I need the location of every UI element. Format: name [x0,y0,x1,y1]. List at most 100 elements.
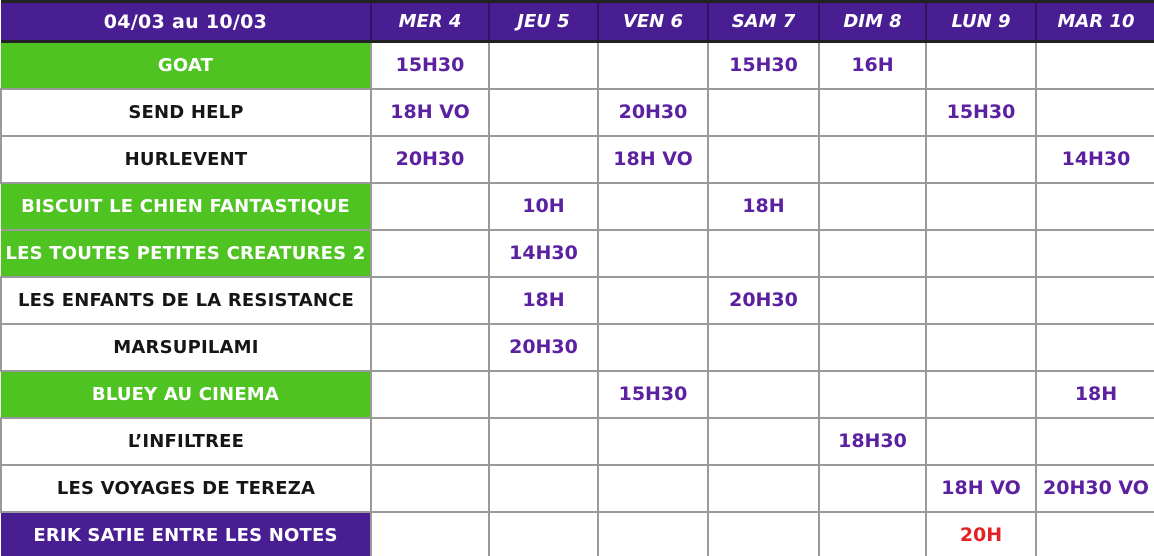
showtime-cell [597,275,709,325]
showtime-cell [597,181,709,231]
showtime-cell [488,416,599,466]
showtime-cell [707,134,820,184]
showtime-cell: 20H30 [707,275,820,325]
showtime-cell: 18H [488,275,599,325]
showtime-cell [925,40,1037,90]
showtime-cell [818,228,927,278]
showtime-cell: 15H30 [597,369,709,419]
showtime-cell [370,510,490,556]
movie-row: LES ENFANTS DE LA RESISTANCE 18H 20H30 [0,275,1154,325]
showtime-cell [370,369,490,419]
showtime-cell [818,87,927,137]
showtime-cell [818,275,927,325]
showtime-cell [1035,181,1154,231]
showtime-cell [707,87,820,137]
showtime-cell: 20H30 [488,322,599,372]
schedule-body: GOAT 15H30 15H30 16H SEND HELP 18H VO 20H30 15H… [0,40,1154,556]
showtime-cell [818,510,927,556]
movie-row: LES TOUTES PETITES CREATURES 2 14H30 [1,228,1154,278]
showtime-cell [1035,510,1154,556]
movie-title-cell: L’INFILTREE [0,416,372,466]
showtime-cell [818,322,927,372]
showtime-cell [925,181,1037,231]
showtime-cell [707,369,820,419]
movie-row: SEND HELP 18H VO 20H30 15H30 [0,87,1154,137]
movie-title-cell: BLUEY AU CINEMA [1,369,372,419]
showtime-cell [925,228,1037,278]
showtime-cell [818,463,927,513]
showtime-cell: 18H [1035,369,1154,419]
movie-title-cell: LES VOYAGES DE TEREZA [0,463,372,513]
movie-title-cell: BISCUIT LE CHIEN FANTASTIQUE [1,181,372,231]
showtime-cell [370,228,490,278]
showtime-cell [597,510,709,556]
showtime-cell [370,463,490,513]
showtime-cell [707,416,820,466]
movie-title-cell: LES TOUTES PETITES CREATURES 2 [1,228,372,278]
showtime-cell [707,228,820,278]
movie-title-cell: GOAT [1,40,372,90]
day-header: JEU 5 [488,0,599,43]
showtime-cell: 14H30 [1035,134,1154,184]
movie-title-cell: ERIK SATIE ENTRE LES NOTES [1,510,372,556]
showtime-cell: 15H30 [925,87,1037,137]
showtime-cell [818,134,927,184]
showtime-cell [925,416,1037,466]
showtime-cell [370,416,490,466]
showtime-cell: 20H30 VO [1035,463,1154,513]
movie-row: GOAT 15H30 15H30 16H [1,40,1154,90]
day-header: MAR 10 [1035,0,1154,43]
showtime-cell [597,40,709,90]
showtime-cell [597,322,709,372]
movie-title-cell: MARSUPILAMI [0,322,372,372]
showtime-cell [1035,228,1154,278]
showtime-cell: 15H30 [370,40,490,90]
showtime-cell [488,369,599,419]
showtime-cell [488,463,599,513]
showtime-cell [925,369,1037,419]
movie-row: BISCUIT LE CHIEN FANTASTIQUE 10H 18H [1,181,1154,231]
showtime-cell [488,40,599,90]
showtime-cell [707,322,820,372]
day-header: VEN 6 [597,0,709,43]
showtime-cell: 16H [818,40,927,90]
day-header: DIM 8 [818,0,927,43]
movie-row: L’INFILTREE 18H30 [0,416,1154,466]
showtime-cell [370,275,490,325]
showtime-cell [818,369,927,419]
showtime-cell: 18H30 [818,416,927,466]
showtime-cell [818,181,927,231]
showtime-cell [370,181,490,231]
showtime-cell [925,275,1037,325]
showtime-cell: 14H30 [488,228,599,278]
showtime-cell [925,322,1037,372]
movie-row: ERIK SATIE ENTRE LES NOTES 20H [1,510,1154,556]
showtime-cell: 20H30 [597,87,709,137]
showtime-cell [597,463,709,513]
showtime-cell [925,134,1037,184]
day-header: MER 4 [370,0,490,43]
day-header: LUN 9 [925,0,1037,43]
showtime-cell: 20H [925,510,1037,556]
showtime-cell [707,463,820,513]
showtime-cell [370,322,490,372]
day-header: SAM 7 [707,0,820,43]
date-range-header: 04/03 au 10/03 [1,0,372,43]
showtime-cell: 18H VO [370,87,490,137]
movie-row: MARSUPILAMI 20H30 [0,322,1154,372]
movie-row: BLUEY AU CINEMA 15H30 18H [1,369,1154,419]
movie-title-cell: SEND HELP [0,87,372,137]
movie-row: LES VOYAGES DE TEREZA 18H VO 20H30 VO [0,463,1154,513]
showtime-cell [1035,40,1154,90]
showtime-cell [1035,416,1154,466]
movie-row: HURLEVENT 20H30 18H VO 14H30 [0,134,1154,184]
header-row: 04/03 au 10/03 MER 4 JEU 5 VEN 6 SAM 7 DIM 8… [1,0,1154,43]
showtime-cell [1035,322,1154,372]
showtime-cell: 18H VO [597,134,709,184]
showtime-cell [707,510,820,556]
showtime-cell: 18H VO [925,463,1037,513]
showtime-cell [597,228,709,278]
showtime-cell [488,510,599,556]
showtime-cell: 10H [488,181,599,231]
